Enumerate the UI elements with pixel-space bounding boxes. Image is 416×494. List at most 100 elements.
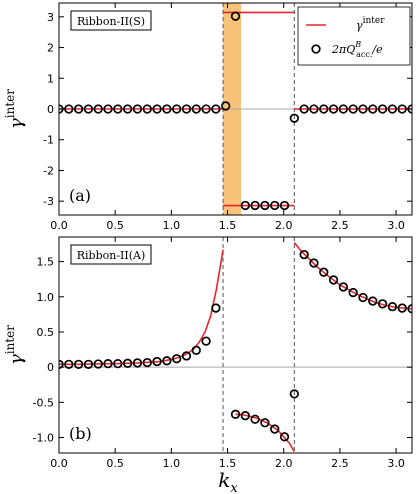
x-tick-label: 0.5: [106, 457, 124, 470]
y-tick-label: 3: [47, 11, 54, 24]
data-marker: [142, 357, 152, 368]
data-marker: [152, 104, 162, 114]
data-marker: [270, 200, 280, 211]
data-marker: [221, 101, 231, 111]
y-tick-label: -1: [43, 134, 54, 147]
data-marker: [260, 418, 270, 428]
data-marker: [103, 358, 113, 369]
data-marker: [358, 104, 368, 114]
legend-sup: inter: [363, 16, 386, 26]
data-marker: [328, 275, 339, 285]
ribbon-label: Ribbon-II(S): [77, 15, 145, 28]
plot-frame: [58, 236, 413, 454]
data-marker: [328, 104, 339, 114]
y-tick-label: 0: [47, 103, 54, 116]
y-tick-label: -3: [43, 195, 54, 208]
data-marker: [299, 249, 309, 260]
data-marker: [368, 104, 378, 114]
curve-segment-0: [59, 249, 224, 366]
legend-tail: /e: [371, 43, 383, 56]
plot-area: [59, 11, 412, 211]
data-marker: [338, 282, 349, 292]
x-tick-label: 0.5: [106, 219, 124, 232]
legend-sup: B: [354, 40, 361, 49]
data-marker: [397, 104, 407, 114]
legend-marker-swatch: [311, 44, 321, 54]
panel-b: 0.0 0.5 1.0 1.5 2.0 2.5 3.0 -1.0 -0.5 0 0.5 1.0 1.5 γ…: [3, 236, 413, 470]
x-tick-label: 1.0: [163, 457, 181, 470]
data-marker: [250, 414, 260, 424]
panel-a: 0.0 0.5 1.0 1.5 2.0 2.5 3.0 -3 -2 -1 0 1 2 3 γinter Rib…: [3, 2, 413, 232]
x-tick-label: 3.0: [387, 457, 405, 470]
data-marker: [260, 200, 270, 211]
data-marker: [338, 104, 349, 114]
x-axis-label-sub: x: [230, 481, 238, 494]
panel-tag: (b): [69, 424, 92, 443]
data-marker: [172, 354, 182, 364]
data-marker: [181, 351, 192, 361]
data-marker: [387, 104, 398, 114]
y-tick-label: 2: [47, 42, 54, 55]
y-tick-label: 0.5: [37, 326, 55, 339]
x-tick-label: 2.5: [331, 457, 349, 470]
data-marker: [64, 104, 74, 114]
data-marker: [240, 200, 250, 211]
data-marker: [211, 303, 221, 313]
legend-sub: acc.: [356, 50, 372, 59]
x-tick-label: 2.0: [275, 457, 293, 470]
x-tick-label: 1.5: [219, 457, 237, 470]
data-marker: [122, 104, 133, 114]
data-marker: [309, 104, 319, 114]
data-marker: [172, 104, 182, 114]
data-marker: [319, 104, 329, 114]
data-marker: [377, 104, 388, 114]
data-marker: [113, 104, 123, 114]
data-marker: [358, 292, 368, 303]
data-marker: [299, 104, 309, 114]
data-marker: [407, 304, 412, 314]
data-marker: [162, 356, 172, 366]
data-marker: [279, 432, 290, 442]
y-tick-label: -2: [43, 164, 54, 177]
y-tick-label: 1.0: [37, 291, 55, 304]
data-marker: [368, 296, 378, 306]
data-marker: [211, 104, 221, 114]
data-marker: [309, 258, 319, 268]
data-marker: [387, 302, 398, 312]
data-marker: [132, 358, 143, 368]
x-tick-label: 2.0: [275, 219, 293, 232]
data-marker: [270, 424, 280, 434]
x-tick-label: 1.0: [163, 219, 181, 232]
x-axis-label: kx: [218, 468, 238, 494]
data-marker: [289, 113, 299, 123]
x-axis-label-text: kx: [218, 468, 238, 494]
data-marker: [201, 104, 211, 114]
x-tick-label: 0.0: [50, 457, 68, 470]
data-marker: [289, 389, 299, 399]
y-tick-label: 1: [47, 72, 54, 85]
data-marker: [191, 104, 201, 114]
legend-box: [297, 6, 411, 66]
y-tick-label: 0: [47, 361, 54, 374]
data-marker: [250, 200, 260, 211]
data-marker: [93, 104, 103, 114]
data-marker: [162, 104, 172, 114]
data-marker: [83, 104, 94, 114]
data-marker: [230, 11, 241, 21]
data-marker: [64, 359, 74, 369]
data-marker: [191, 345, 201, 355]
y-axis-label-sup: inter: [3, 89, 17, 118]
data-marker: [279, 200, 290, 211]
data-marker: [348, 287, 358, 298]
data-marker: [201, 336, 211, 346]
ribbon-label-box: [70, 10, 152, 31]
y-tick-label: -1.0: [33, 432, 54, 445]
data-marker: [73, 359, 84, 369]
data-marker: [230, 409, 241, 419]
data-marker: [142, 104, 152, 114]
data-marker: [240, 411, 250, 421]
x-tick-label: 1.5: [219, 219, 237, 232]
x-tick-label: 0.0: [50, 219, 68, 232]
data-marker: [377, 299, 388, 309]
